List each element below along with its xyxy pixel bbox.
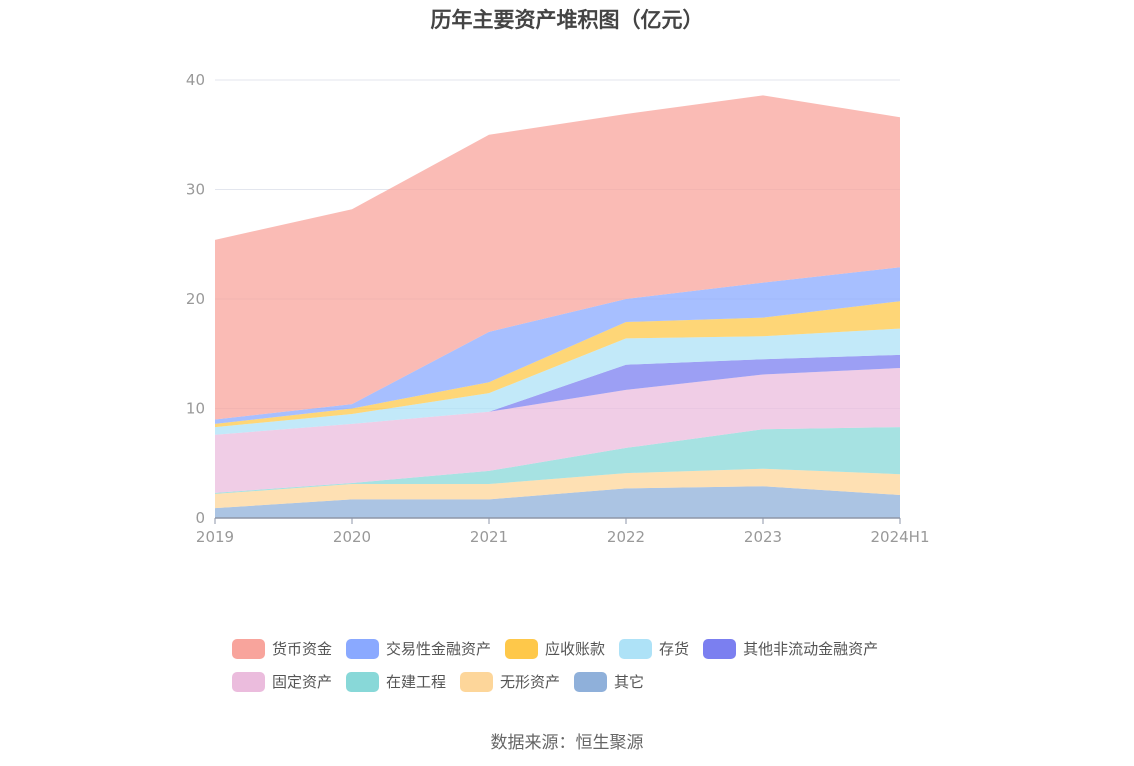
x-tick-label: 2021 [470,528,508,546]
legend-swatch [346,638,380,659]
area-series-3 [215,367,900,493]
legend-label: 货币资金 [272,640,333,658]
legend-item[interactable]: 其它 [574,671,644,692]
legend-swatch [232,671,265,692]
area-series-4 [215,354,900,435]
area-series-0 [215,486,900,518]
legend-item[interactable]: 存货 [619,638,689,659]
legend-swatch [460,671,494,692]
data-source-note: 数据来源：恒生聚源 [490,733,644,753]
legend-label: 其它 [614,673,645,691]
area-series-8 [215,95,900,420]
legend-item[interactable]: 无形资产 [460,671,560,692]
x-tick-label: 2024H1 [871,528,930,546]
legend-swatch [505,638,539,659]
legend-swatch [574,671,608,692]
legend-label: 固定资产 [272,673,333,691]
legend-item[interactable]: 应收账款 [505,638,605,659]
legend-label: 应收账款 [545,640,606,658]
legend-label: 其他非流动金融资产 [743,640,879,658]
chart-title: 历年主要资产堆积图（亿元） [430,8,704,32]
y-tick-label: 40 [186,71,205,89]
legend-row: 货币资金 交易性金融资产 应收账款 存货 其他非流动金融资产 [232,632,932,665]
y-tick-label: 10 [186,400,205,418]
legend-swatch [346,671,380,692]
legend-item[interactable]: 固定资产 [232,671,332,692]
x-tick-label: 2020 [333,528,371,546]
x-tick-label: 2022 [607,528,645,546]
legend-label: 无形资产 [500,673,561,691]
legend-label: 在建工程 [386,673,447,691]
legend-row: 固定资产 在建工程 无形资产 其它 [232,665,932,698]
legend-swatch [703,638,737,659]
area-series-6 [215,301,900,428]
area-series [215,95,900,518]
legend-item[interactable]: 交易性金融资产 [346,638,491,659]
legend-swatch [619,638,653,659]
legend-item[interactable]: 其他非流动金融资产 [703,638,878,659]
area-series-5 [215,328,900,435]
axes: 0 10 20 30 40 2019 2020 2021 2022 2023 2024H1 [186,71,930,546]
legend-swatch [232,638,265,659]
legend-label: 存货 [659,640,690,658]
area-series-2 [215,427,900,494]
area-series-7 [215,267,900,424]
legend: 货币资金 交易性金融资产 应收账款 存货 其他非流动金融资产 固定资产 在建工程 无形资产 其… [232,632,932,698]
y-tick-label: 30 [186,181,205,199]
legend-item[interactable]: 货币资金 [232,638,332,659]
legend-label: 交易性金融资产 [386,640,492,658]
x-tick-label: 2019 [196,528,234,546]
x-tick-label: 2023 [744,528,782,546]
area-series-1 [215,468,900,509]
y-tick-label: 20 [186,290,205,308]
y-tick-label: 0 [195,509,205,527]
legend-item[interactable]: 在建工程 [346,671,446,692]
